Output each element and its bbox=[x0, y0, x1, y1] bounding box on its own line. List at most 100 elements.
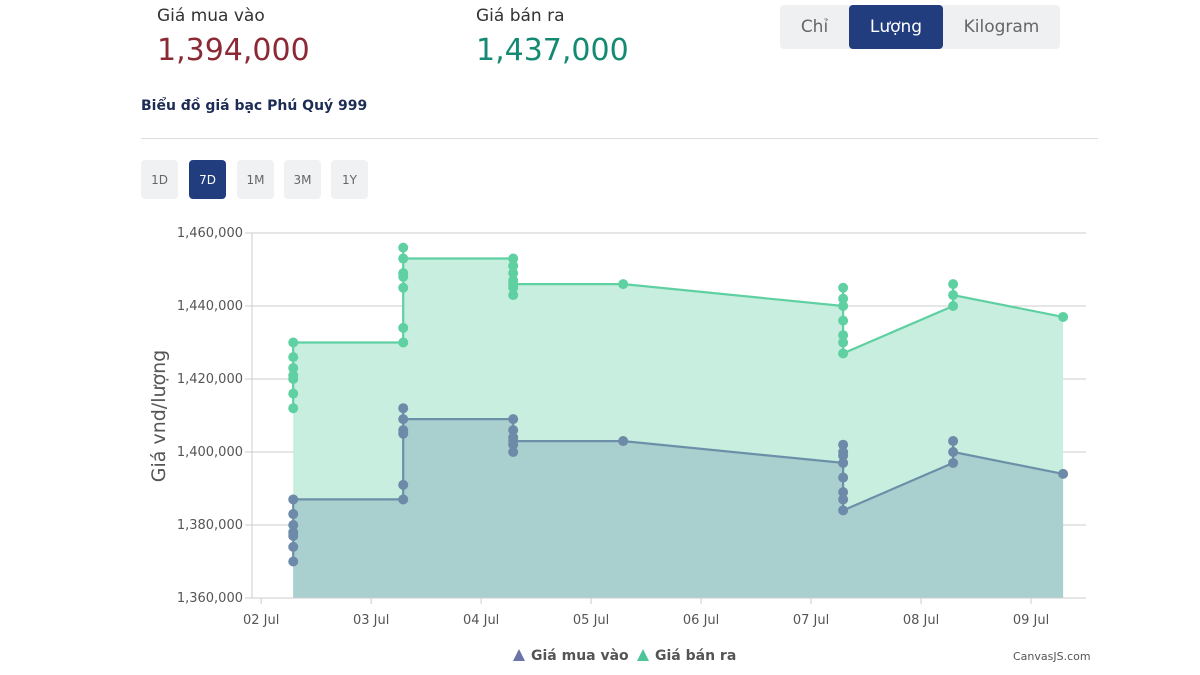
buy-point[interactable] bbox=[508, 447, 519, 457]
legend-item-sell[interactable]: Giá bán ra bbox=[637, 648, 736, 664]
unit-tab-chi[interactable]: Chỉ bbox=[800, 17, 829, 37]
sell-point[interactable] bbox=[948, 279, 959, 290]
range-tab-1y[interactable]: 1Y bbox=[331, 160, 368, 199]
sell-point[interactable] bbox=[838, 348, 849, 359]
unit-tab-luong[interactable]: Lượng bbox=[849, 5, 943, 49]
x-tick-label: 07 Jul bbox=[793, 613, 829, 628]
area-fills bbox=[293, 247, 1064, 598]
buy-point[interactable] bbox=[838, 447, 849, 457]
buy-point[interactable] bbox=[838, 494, 849, 505]
x-tick-label: 09 Jul bbox=[1013, 613, 1049, 628]
sell-point[interactable] bbox=[508, 279, 519, 290]
x-tick-label: 03 Jul bbox=[353, 613, 389, 628]
divider bbox=[141, 138, 1098, 139]
sell-point[interactable] bbox=[398, 253, 409, 264]
y-tick-label: 1,360,000 bbox=[177, 591, 243, 606]
sell-price-value: 1,437,000 bbox=[476, 33, 629, 68]
buy-point[interactable] bbox=[288, 556, 299, 567]
buy-point[interactable] bbox=[838, 457, 849, 468]
y-tick-label: 1,380,000 bbox=[177, 518, 243, 533]
buy-point[interactable] bbox=[618, 436, 629, 447]
sell-point[interactable] bbox=[838, 293, 849, 304]
sell-point[interactable] bbox=[288, 337, 299, 348]
range-tabs: 1D 7D 1M 3M 1Y bbox=[141, 160, 368, 199]
sell-point[interactable] bbox=[508, 268, 519, 279]
buy-point[interactable] bbox=[508, 414, 519, 425]
unit-tab-kilogram[interactable]: Kilogram bbox=[963, 17, 1040, 37]
sell-point[interactable] bbox=[398, 242, 409, 253]
legend-item-buy[interactable]: Giá mua vào bbox=[513, 648, 629, 664]
buy-point[interactable] bbox=[288, 520, 299, 530]
y-tick-label: 1,420,000 bbox=[177, 372, 243, 387]
sell-price-block: Giá bán ra 1,437,000 bbox=[476, 6, 629, 68]
sell-point[interactable] bbox=[398, 268, 409, 279]
sell-point[interactable] bbox=[508, 260, 519, 271]
canvasjs-credit-link[interactable]: CanvasJS.com bbox=[1013, 650, 1091, 663]
buy-price-label: Giá mua vào bbox=[157, 6, 265, 26]
sell-point[interactable] bbox=[838, 315, 849, 326]
y-tick-label: 1,460,000 bbox=[177, 226, 243, 241]
buy-point[interactable] bbox=[508, 425, 519, 436]
legend-buy-label: Giá mua vào bbox=[531, 648, 629, 664]
sell-point[interactable] bbox=[288, 403, 299, 414]
buy-point[interactable] bbox=[288, 527, 299, 538]
sell-point[interactable] bbox=[618, 279, 629, 290]
range-tab-7d[interactable]: 7D bbox=[189, 160, 226, 199]
buy-point[interactable] bbox=[838, 505, 849, 516]
buy-point[interactable] bbox=[1058, 468, 1069, 479]
buy-point[interactable] bbox=[838, 472, 849, 483]
buy-point[interactable] bbox=[398, 403, 409, 414]
sell-point[interactable] bbox=[398, 282, 409, 293]
sell-point[interactable] bbox=[948, 301, 959, 311]
sell-point[interactable] bbox=[288, 363, 299, 374]
range-tab-1m[interactable]: 1M bbox=[237, 160, 274, 199]
buy-point[interactable] bbox=[288, 509, 299, 520]
sell-point[interactable] bbox=[838, 330, 849, 341]
x-tick-label: 08 Jul bbox=[903, 613, 939, 628]
buy-point[interactable] bbox=[948, 457, 959, 468]
y-tick-label: 1,400,000 bbox=[177, 445, 243, 460]
sell-point[interactable] bbox=[1058, 311, 1069, 322]
sell-point[interactable] bbox=[288, 370, 299, 381]
buy-point[interactable] bbox=[398, 479, 409, 490]
x-tick-label: 05 Jul bbox=[573, 613, 609, 628]
x-tick-label: 02 Jul bbox=[243, 613, 279, 628]
sell-point[interactable] bbox=[288, 352, 299, 363]
sell-point[interactable] bbox=[948, 290, 959, 301]
sell-point[interactable] bbox=[838, 282, 849, 293]
buy-point[interactable] bbox=[838, 487, 849, 498]
buy-point[interactable] bbox=[508, 436, 519, 447]
buy-price-value: 1,394,000 bbox=[157, 33, 310, 68]
sell-point[interactable] bbox=[288, 388, 299, 399]
sell-point[interactable] bbox=[508, 253, 519, 264]
sell-point[interactable] bbox=[838, 337, 849, 348]
legend: Giá mua vào Giá bán ra bbox=[513, 648, 736, 664]
sell-point[interactable] bbox=[398, 337, 409, 348]
range-tab-3m[interactable]: 3M bbox=[284, 160, 321, 199]
x-tick-label: 06 Jul bbox=[683, 613, 719, 628]
legend-sell-label: Giá bán ra bbox=[655, 648, 736, 664]
data-markers bbox=[288, 242, 1069, 567]
buy-point[interactable] bbox=[398, 414, 409, 425]
buy-point[interactable] bbox=[838, 439, 849, 450]
buy-point[interactable] bbox=[288, 494, 299, 505]
sell-point[interactable] bbox=[838, 301, 849, 311]
buy-area bbox=[293, 408, 1064, 598]
sell-point[interactable] bbox=[508, 290, 519, 301]
buy-price-block: Giá mua vào 1,394,000 bbox=[157, 6, 310, 68]
legend-sell-triangle-icon bbox=[637, 649, 649, 661]
range-tab-1d[interactable]: 1D bbox=[141, 160, 178, 199]
axes: 1,360,000 1,380,000 1,400,000 1,420,000 1,44… bbox=[177, 226, 1086, 628]
buy-point[interactable] bbox=[398, 425, 409, 436]
chart-title: Biểu đồ giá bạc Phú Quý 999 bbox=[141, 98, 368, 114]
y-tick-label: 1,440,000 bbox=[177, 299, 243, 314]
legend-buy-triangle-icon bbox=[513, 649, 525, 661]
sell-point[interactable] bbox=[398, 322, 409, 333]
buy-point[interactable] bbox=[948, 436, 959, 447]
buy-point[interactable] bbox=[948, 447, 959, 457]
buy-point[interactable] bbox=[398, 494, 409, 505]
sell-price-label: Giá bán ra bbox=[476, 6, 565, 26]
x-tick-label: 04 Jul bbox=[463, 613, 499, 628]
buy-point[interactable] bbox=[288, 541, 299, 552]
